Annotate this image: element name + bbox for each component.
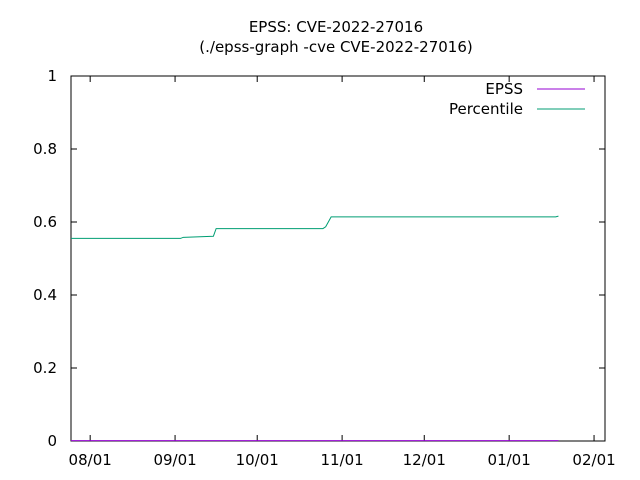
plot-frame <box>70 75 606 442</box>
y-tick-label: 0.4 <box>33 286 57 304</box>
x-tick-label: 12/01 <box>403 451 446 469</box>
y-axis: 0 0.2 0.4 0.6 0.8 1 <box>33 67 605 450</box>
chart-subtitle: (./epss-graph -cve CVE-2022-27016) <box>199 38 472 56</box>
x-tick-label: 10/01 <box>236 451 279 469</box>
legend-label: EPSS <box>485 80 523 98</box>
legend: EPSS Percentile <box>449 80 585 118</box>
x-tick-label: 11/01 <box>320 451 363 469</box>
chart-title: EPSS: CVE-2022-27016 <box>249 18 423 36</box>
x-tick-label: 08/01 <box>69 451 112 469</box>
y-tick-label: 0.6 <box>33 213 57 231</box>
series-line-percentile <box>71 215 559 239</box>
legend-label: Percentile <box>449 100 523 118</box>
x-tick-label: 01/01 <box>488 451 531 469</box>
y-tick-label: 0.8 <box>33 140 57 158</box>
series-lines <box>71 215 559 442</box>
x-axis: 08/01 09/01 10/01 11/01 12/01 01/01 02/01 <box>69 76 616 469</box>
x-tick-label: 02/01 <box>572 451 615 469</box>
y-tick-label: 0 <box>47 432 57 450</box>
y-tick-label: 0.2 <box>33 359 57 377</box>
y-tick-label: 1 <box>47 67 57 85</box>
x-tick-label: 09/01 <box>153 451 196 469</box>
